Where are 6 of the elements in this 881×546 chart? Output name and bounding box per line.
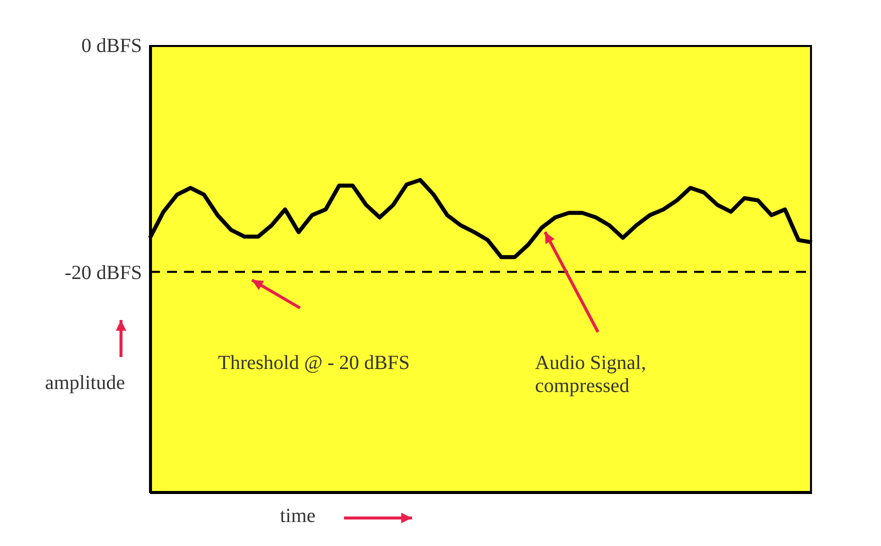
x-axis-title: time — [280, 505, 316, 528]
annotation: Audio Signal, compressed — [535, 352, 648, 398]
annotation: Threshold @ - 20 dBFS — [218, 352, 410, 375]
y-tick-label: -20 dBFS — [64, 262, 142, 284]
y-tick-label: 0 dBFS — [81, 35, 142, 58]
y-axis-title: amplitude — [45, 372, 125, 395]
